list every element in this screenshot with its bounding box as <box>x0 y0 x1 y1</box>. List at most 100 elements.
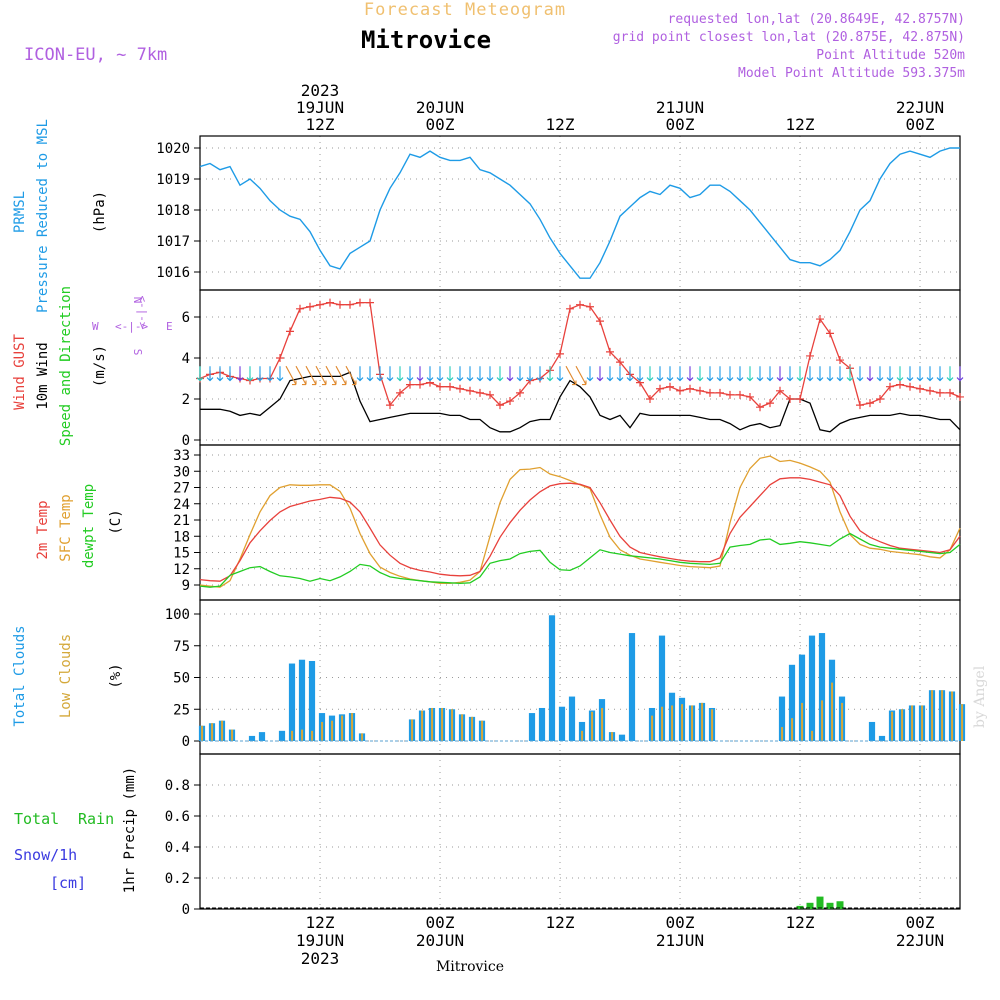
total-clouds-bar <box>658 635 666 741</box>
gust-marker <box>606 347 614 356</box>
gust-marker <box>466 386 474 395</box>
gust-marker <box>946 388 954 397</box>
gust-marker <box>286 327 294 336</box>
model-label: ICON-EU, ~ 7km <box>24 45 167 65</box>
total-clouds-bar <box>278 730 286 741</box>
low-clouds-bar <box>811 730 814 741</box>
wind-direction-arrow <box>466 366 474 382</box>
wind-direction-arrow <box>706 366 714 382</box>
gust-marker <box>696 386 704 395</box>
wind-direction-arrow <box>606 366 614 382</box>
y-tick-label: 27 <box>173 481 190 497</box>
wind-direction-arrow <box>696 366 704 382</box>
low-clouds-bar <box>611 732 614 741</box>
wind-direction-arrow <box>726 366 734 382</box>
total-clouds-bar <box>808 635 816 741</box>
gust-marker <box>716 388 724 397</box>
gust-marker <box>316 300 324 309</box>
gust-marker <box>596 317 604 326</box>
wind-direction-arrow <box>806 366 814 382</box>
gust-marker <box>926 386 934 395</box>
gust-marker <box>806 351 814 360</box>
gust-marker <box>556 349 564 358</box>
total-clouds-bar <box>628 633 636 741</box>
y-tick-label: 24 <box>173 497 190 513</box>
total-clouds-bar <box>528 713 536 741</box>
gust-marker <box>876 395 884 403</box>
pressure-unit-label: (hPa) <box>92 191 108 233</box>
gust-label: Wind GUST <box>12 334 28 410</box>
wind-direction-arrow <box>536 366 544 382</box>
wind-direction-arrow <box>436 366 444 382</box>
gust-marker <box>866 399 874 408</box>
y-tick-label: 1016 <box>156 265 190 281</box>
total-clouds-bar <box>548 615 556 741</box>
gust-marker <box>486 390 494 399</box>
wind-direction-arrow <box>826 366 834 382</box>
low-clouds-bar <box>471 716 474 741</box>
low-clouds-bar <box>411 719 414 741</box>
gust-marker <box>666 382 674 391</box>
wind-direction-arrow <box>295 365 307 386</box>
gust-marker <box>786 395 794 403</box>
y-tick-label: 1017 <box>156 234 190 250</box>
wind-direction-arrow <box>866 366 874 382</box>
gust-marker <box>726 390 734 399</box>
wind-direction-arrow <box>216 366 224 382</box>
y-tick-label: 0.4 <box>165 840 190 856</box>
t2m-label: 2m Temp <box>35 500 51 559</box>
y-tick-label: 1019 <box>156 172 190 188</box>
low-clouds-bar <box>581 730 584 741</box>
y-tick-label: 30 <box>173 464 190 480</box>
wind-direction-arrow <box>416 366 424 382</box>
compass-n: N <box>131 297 144 304</box>
low-clouds-bar <box>651 715 654 741</box>
gust-marker <box>336 300 344 309</box>
low-clouds-bar <box>421 710 424 741</box>
time-label-bottom: 20JUN <box>416 931 464 950</box>
low-clouds-bar <box>681 704 684 741</box>
wind-direction-arrow <box>776 366 784 382</box>
gust-marker <box>436 382 444 391</box>
total-clouds-bar <box>308 660 316 741</box>
gust-marker <box>386 401 394 410</box>
total-clouds-bar <box>568 696 576 741</box>
low-clouds-bar <box>961 704 964 741</box>
forecast-label: Forecast Meteogram <box>364 0 566 20</box>
low-clouds-bar <box>291 730 294 741</box>
gust-marker <box>566 304 574 313</box>
wind-direction-arrow <box>856 366 864 382</box>
low-clouds-bar <box>821 700 824 741</box>
time-label-top: 12Z <box>306 115 335 134</box>
requested-coords: requested lon,lat (20.8649E, 42.8757N) <box>668 12 965 27</box>
wind-direction-arrow <box>196 366 204 382</box>
wind-direction-arrow <box>206 366 214 382</box>
time-label-bottom: 00Z <box>666 913 695 932</box>
low-clouds-bar <box>591 711 594 741</box>
wind-direction-arrow <box>876 366 884 382</box>
time-label-top: 12Z <box>786 115 815 134</box>
gust-marker <box>746 392 754 401</box>
wind-direction-arrow <box>676 366 684 382</box>
location-title: Mitrovice <box>361 26 491 54</box>
wind-direction-arrow <box>256 366 264 382</box>
gust-marker <box>356 298 364 307</box>
wind-direction-arrow <box>266 366 274 382</box>
wind-direction-arrow <box>686 366 694 382</box>
wind-direction-arrow <box>666 366 674 382</box>
precip-labels: Total Rain Snow/1h [cm] 1hr Precip (mm) <box>14 767 138 893</box>
wind-direction-arrow <box>816 366 824 382</box>
total-clouds-bar <box>248 735 256 741</box>
low-clouds-bar <box>461 714 464 741</box>
wind-unit-label: (m/s) <box>92 345 108 387</box>
total-clouds-bar <box>878 735 886 741</box>
gust-marker <box>576 300 584 309</box>
time-label-bottom: 00Z <box>426 913 455 932</box>
rain-bar <box>806 902 814 909</box>
wind-direction-arrow <box>896 366 904 382</box>
rain-label: Rain <box>78 810 114 828</box>
clouds-panel: 0 25 50 75 100 <box>165 599 966 755</box>
y-tick-label: 18 <box>173 529 190 545</box>
gust-marker <box>856 401 864 410</box>
time-label-top: 19JUN <box>296 98 344 117</box>
